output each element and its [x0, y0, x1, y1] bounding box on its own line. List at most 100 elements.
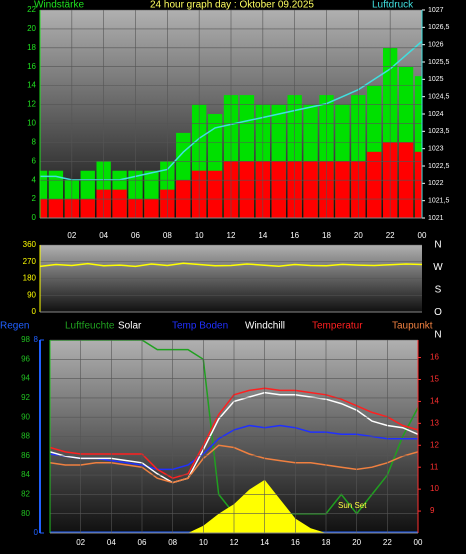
- y2-tick-label: 1026: [428, 42, 444, 49]
- y2-tick-label: 1023: [428, 146, 444, 153]
- x-tick-label: 14: [258, 231, 267, 240]
- x-tick-label: 08: [163, 231, 172, 240]
- x-tick-label: 12: [227, 231, 236, 240]
- y-tick-label: 22: [27, 5, 36, 14]
- bar: [367, 151, 382, 218]
- compass-label: W: [433, 262, 443, 273]
- y2-tick-label: 15: [430, 375, 439, 384]
- bar: [207, 170, 223, 218]
- x-tick-label: 18: [322, 538, 331, 547]
- line: [40, 262, 422, 268]
- y-tick-label: 98: [21, 335, 30, 344]
- compass-label: O: [434, 307, 442, 318]
- x-tick-label: 02: [76, 538, 85, 547]
- y-axis-title: Windstärke: [34, 0, 84, 11]
- x-tick-label: 12: [230, 538, 239, 547]
- bar: [40, 199, 48, 218]
- legend-entry: Windchill: [245, 321, 285, 332]
- y-tick-label: 10: [27, 119, 36, 128]
- y2-tick-label: 1024: [428, 111, 444, 118]
- plot-area: [40, 262, 422, 268]
- legend-entry: Temperatur: [312, 321, 363, 332]
- y-tick-label: 88: [21, 432, 30, 441]
- y2-tick-label: 1023,5: [428, 128, 450, 135]
- bar: [414, 76, 422, 218]
- y3-tick-label: 0: [34, 528, 39, 537]
- bar: [271, 161, 286, 218]
- x-tick-label: 06: [138, 538, 147, 547]
- legend-entry: Temp Boden: [172, 321, 228, 332]
- y2-tick-label: 13: [430, 418, 439, 427]
- y2-tick-label: 1025,5: [428, 59, 450, 66]
- x-tick-label: 10: [199, 538, 208, 547]
- compass-label: S: [435, 285, 442, 296]
- compass-label: N: [434, 240, 441, 251]
- y-tick-label: 4: [32, 175, 37, 184]
- x-tick-label: 20: [354, 231, 363, 240]
- y2-tick-label: 1022,5: [428, 163, 450, 170]
- y2-tick-label: 12: [430, 440, 439, 449]
- x-tick-label: 14: [260, 538, 269, 547]
- bar: [335, 161, 350, 218]
- x-tick-label: 16: [290, 231, 299, 240]
- y-tick-label: 82: [21, 490, 30, 499]
- annotation: Sun Set: [338, 501, 367, 510]
- y2-tick-label: 16: [430, 353, 439, 362]
- y3-tick-label: 8: [34, 335, 39, 344]
- bar: [48, 199, 64, 218]
- y-tick-label: 16: [27, 62, 36, 71]
- y2-axis-title: Luftdruck: [372, 0, 414, 11]
- x-tick-label: 02: [67, 231, 76, 240]
- x-tick-label: 22: [383, 538, 392, 547]
- x-tick-label: 08: [168, 538, 177, 547]
- legend-entry: Regen: [0, 321, 29, 332]
- y2-tick-label: 1021: [428, 215, 444, 222]
- x-tick-label: 20: [352, 538, 361, 547]
- y-tick-label: 12: [27, 100, 36, 109]
- y2-tick-label: 1024,5: [428, 94, 450, 101]
- bar: [239, 161, 255, 218]
- x-tick-label: 16: [291, 538, 300, 547]
- bar: [303, 161, 318, 218]
- x-tick-label: 10: [195, 231, 204, 240]
- bar: [40, 170, 48, 218]
- x-tick-label: 06: [131, 231, 140, 240]
- y-tick-label: 270: [23, 257, 37, 266]
- y-tick-label: 180: [23, 274, 37, 283]
- bar: [144, 199, 159, 218]
- x-tick-label: 18: [322, 231, 331, 240]
- bar: [112, 189, 127, 218]
- y2-tick-label: 14: [430, 397, 439, 406]
- y-tick-label: 96: [21, 354, 30, 363]
- y-tick-label: 86: [21, 451, 30, 460]
- x-tick-label: 04: [99, 231, 108, 240]
- y2-tick-label: 1022: [428, 180, 444, 187]
- legend-entry: Solar: [118, 321, 142, 332]
- legend-entry: Luftfeuchte: [65, 321, 115, 332]
- y2-tick-label: 1025: [428, 76, 444, 83]
- y-tick-label: 8: [32, 137, 37, 146]
- y-tick-label: 80: [21, 509, 30, 518]
- x-tick-label: 00: [418, 231, 427, 240]
- y-tick-label: 2: [32, 194, 37, 203]
- y2-tick-label: 10: [430, 484, 439, 493]
- y-tick-label: 90: [27, 290, 36, 299]
- y-tick-label: 90: [21, 412, 30, 421]
- y-tick-label: 6: [32, 156, 37, 165]
- y-tick-label: 0: [32, 307, 37, 316]
- y2-tick-label: 1021,5: [428, 198, 450, 205]
- bar: [414, 151, 422, 218]
- bar: [80, 199, 95, 218]
- y2-tick-label: 1027: [428, 7, 444, 14]
- y-tick-label: 94: [21, 374, 30, 383]
- y-tick-label: 18: [27, 43, 36, 52]
- y-tick-label: 14: [27, 81, 36, 90]
- y2-tick-label: 9: [430, 506, 435, 515]
- y-tick-label: 92: [21, 393, 30, 402]
- y-tick-label: 20: [27, 24, 36, 33]
- x-tick-label: 00: [414, 538, 423, 547]
- y-tick-label: 360: [23, 240, 37, 249]
- y2-tick-label: 11: [430, 462, 439, 471]
